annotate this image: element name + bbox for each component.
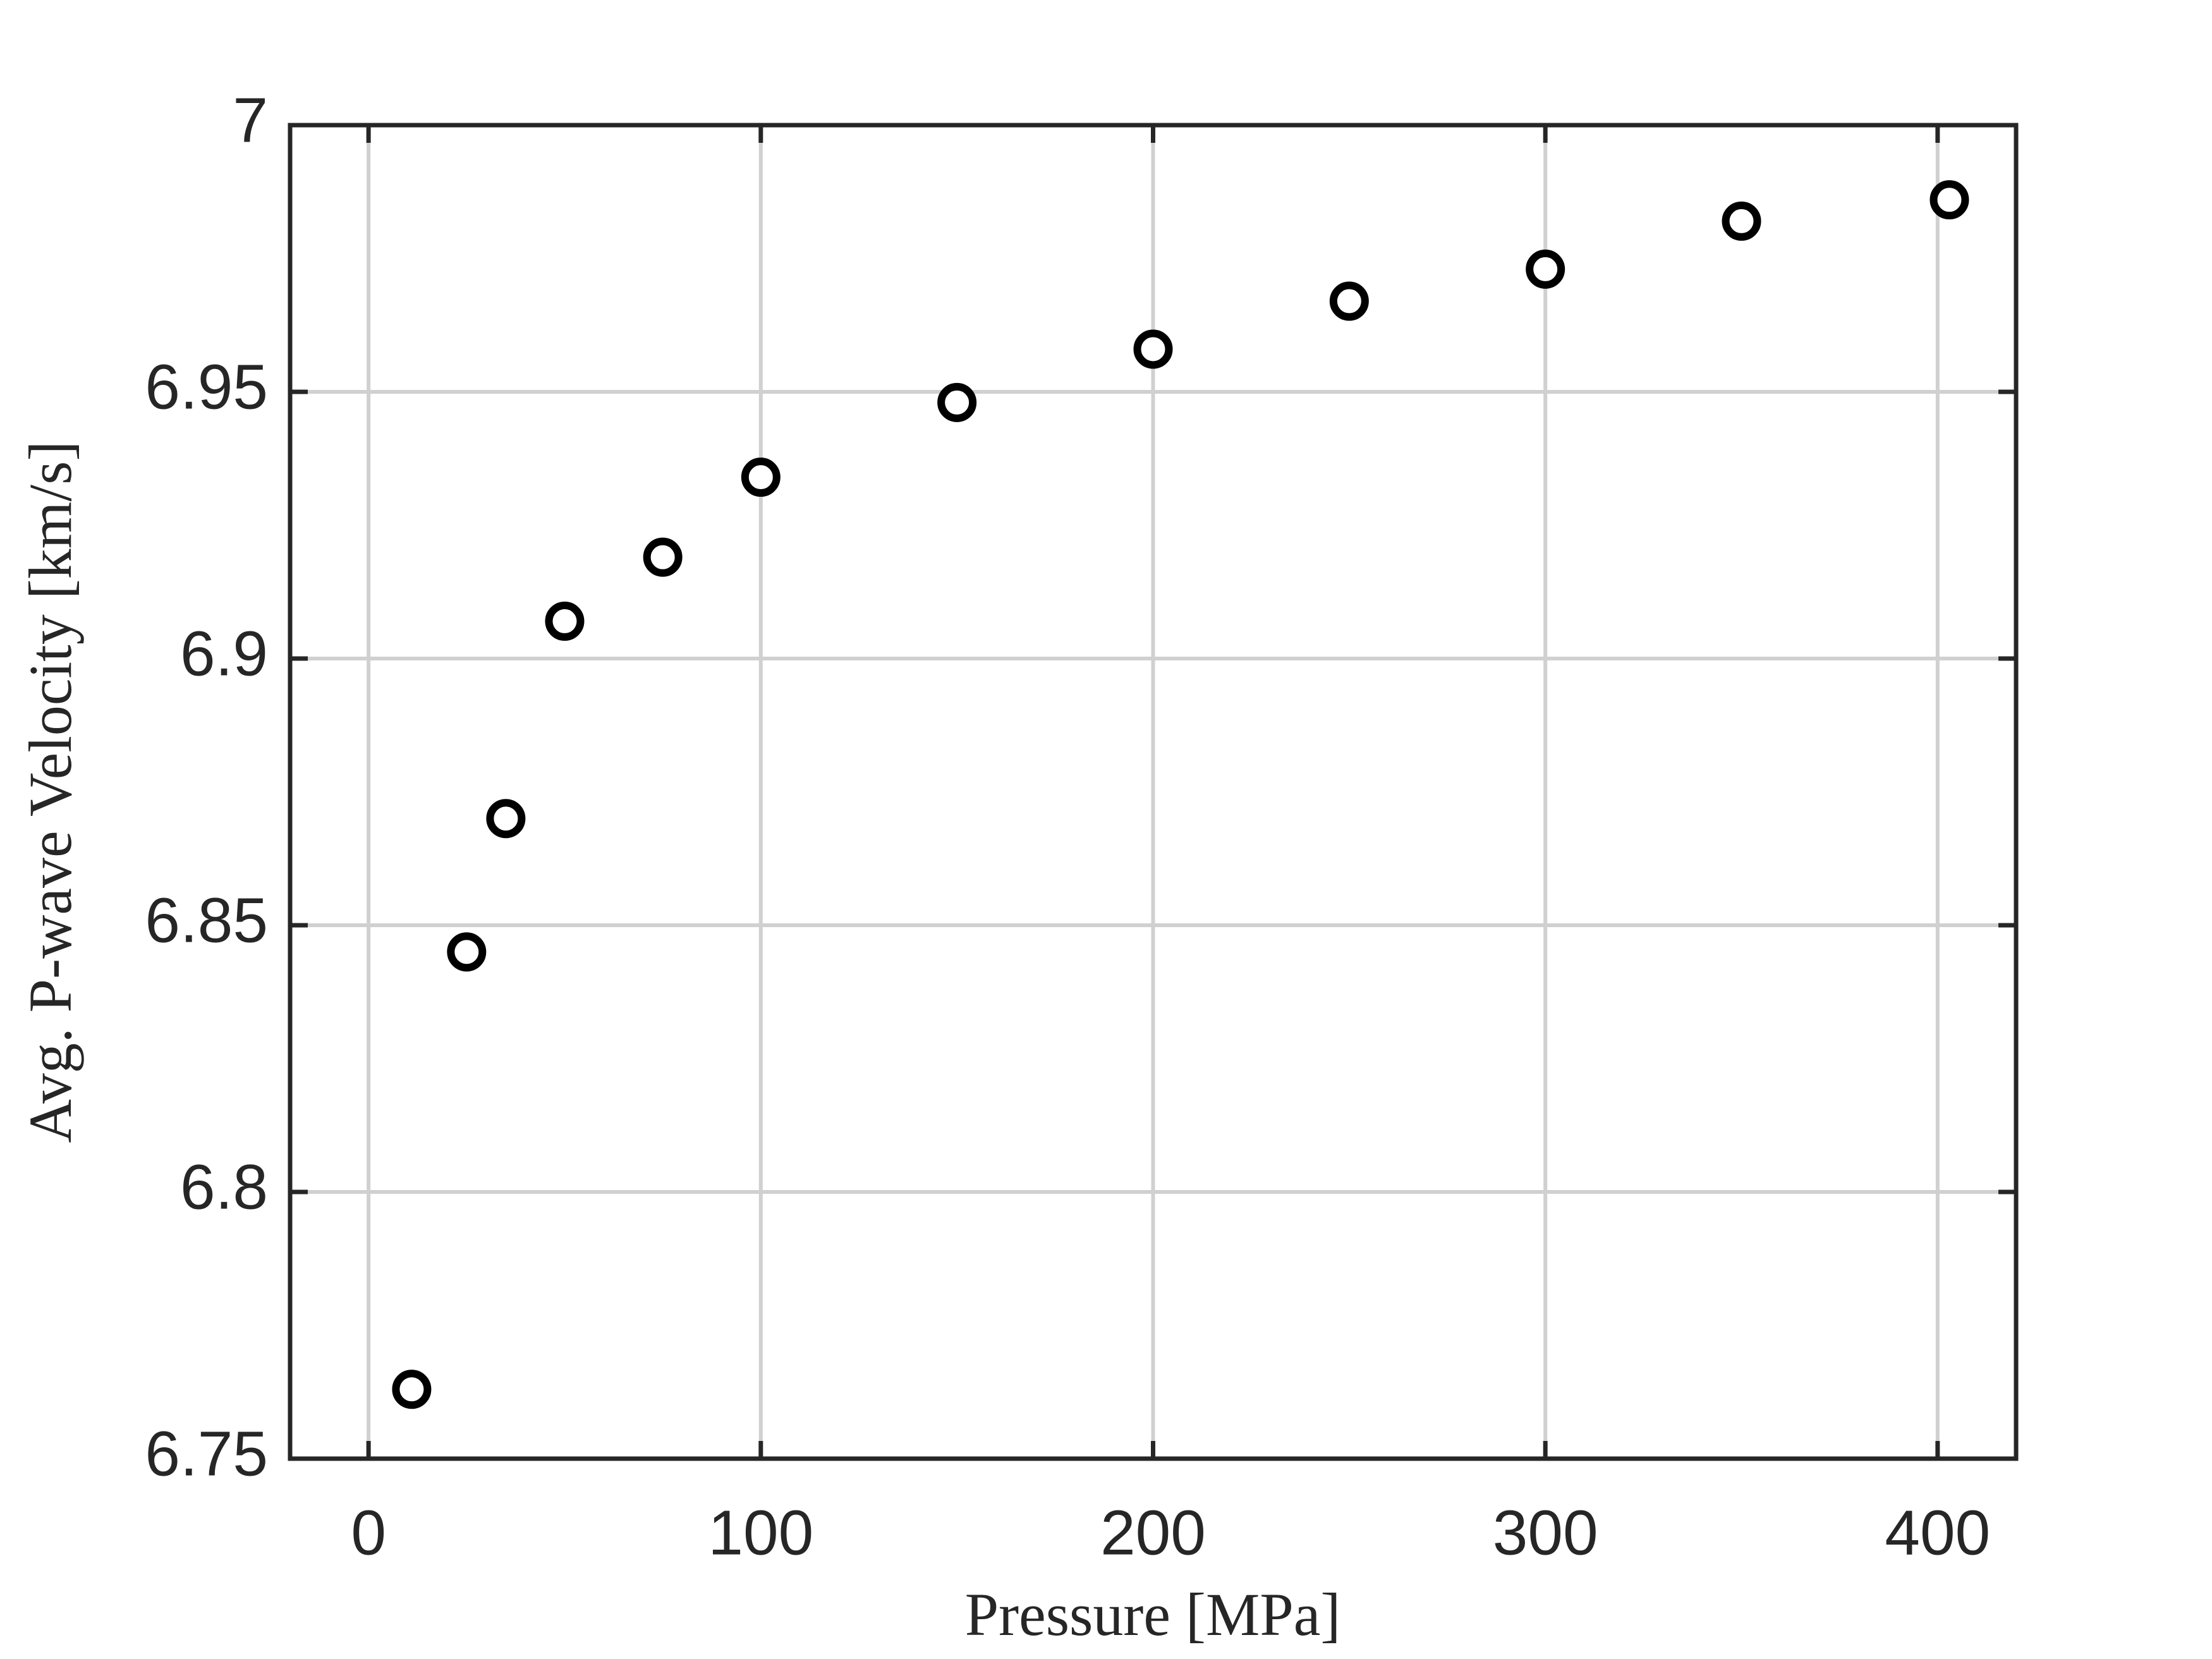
x-tick-label: 300 — [1493, 1497, 1598, 1568]
data-point — [447, 932, 487, 972]
data-point — [1329, 281, 1369, 321]
y-axis-label: Avg. P-wave Velocity [km/s] — [16, 441, 84, 1143]
x-tick-label: 100 — [708, 1497, 813, 1568]
data-point — [545, 601, 585, 641]
data-point — [1722, 201, 1761, 241]
y-tick-label: 6.75 — [145, 1418, 268, 1489]
data-point — [1526, 249, 1565, 289]
x-tick-label: 0 — [351, 1497, 386, 1568]
y-tick-label: 6.9 — [180, 618, 268, 689]
y-tick-label: 6.85 — [145, 885, 268, 956]
data-point — [643, 537, 683, 577]
data-point — [1133, 329, 1173, 369]
x-axis-label: Pressure [MPa] — [965, 1581, 1341, 1648]
y-tick-label: 6.95 — [145, 351, 268, 422]
data-point — [486, 799, 526, 839]
x-tick-label: 200 — [1100, 1497, 1206, 1568]
data-point — [741, 458, 781, 497]
marks — [392, 180, 1969, 1409]
data-point — [392, 1370, 432, 1409]
y-tick-label: 6.8 — [180, 1152, 268, 1222]
data-point — [937, 382, 977, 422]
x-tick-label: 400 — [1885, 1497, 1990, 1568]
y-tick-label: 7 — [233, 85, 268, 155]
data-point — [1929, 180, 1969, 220]
